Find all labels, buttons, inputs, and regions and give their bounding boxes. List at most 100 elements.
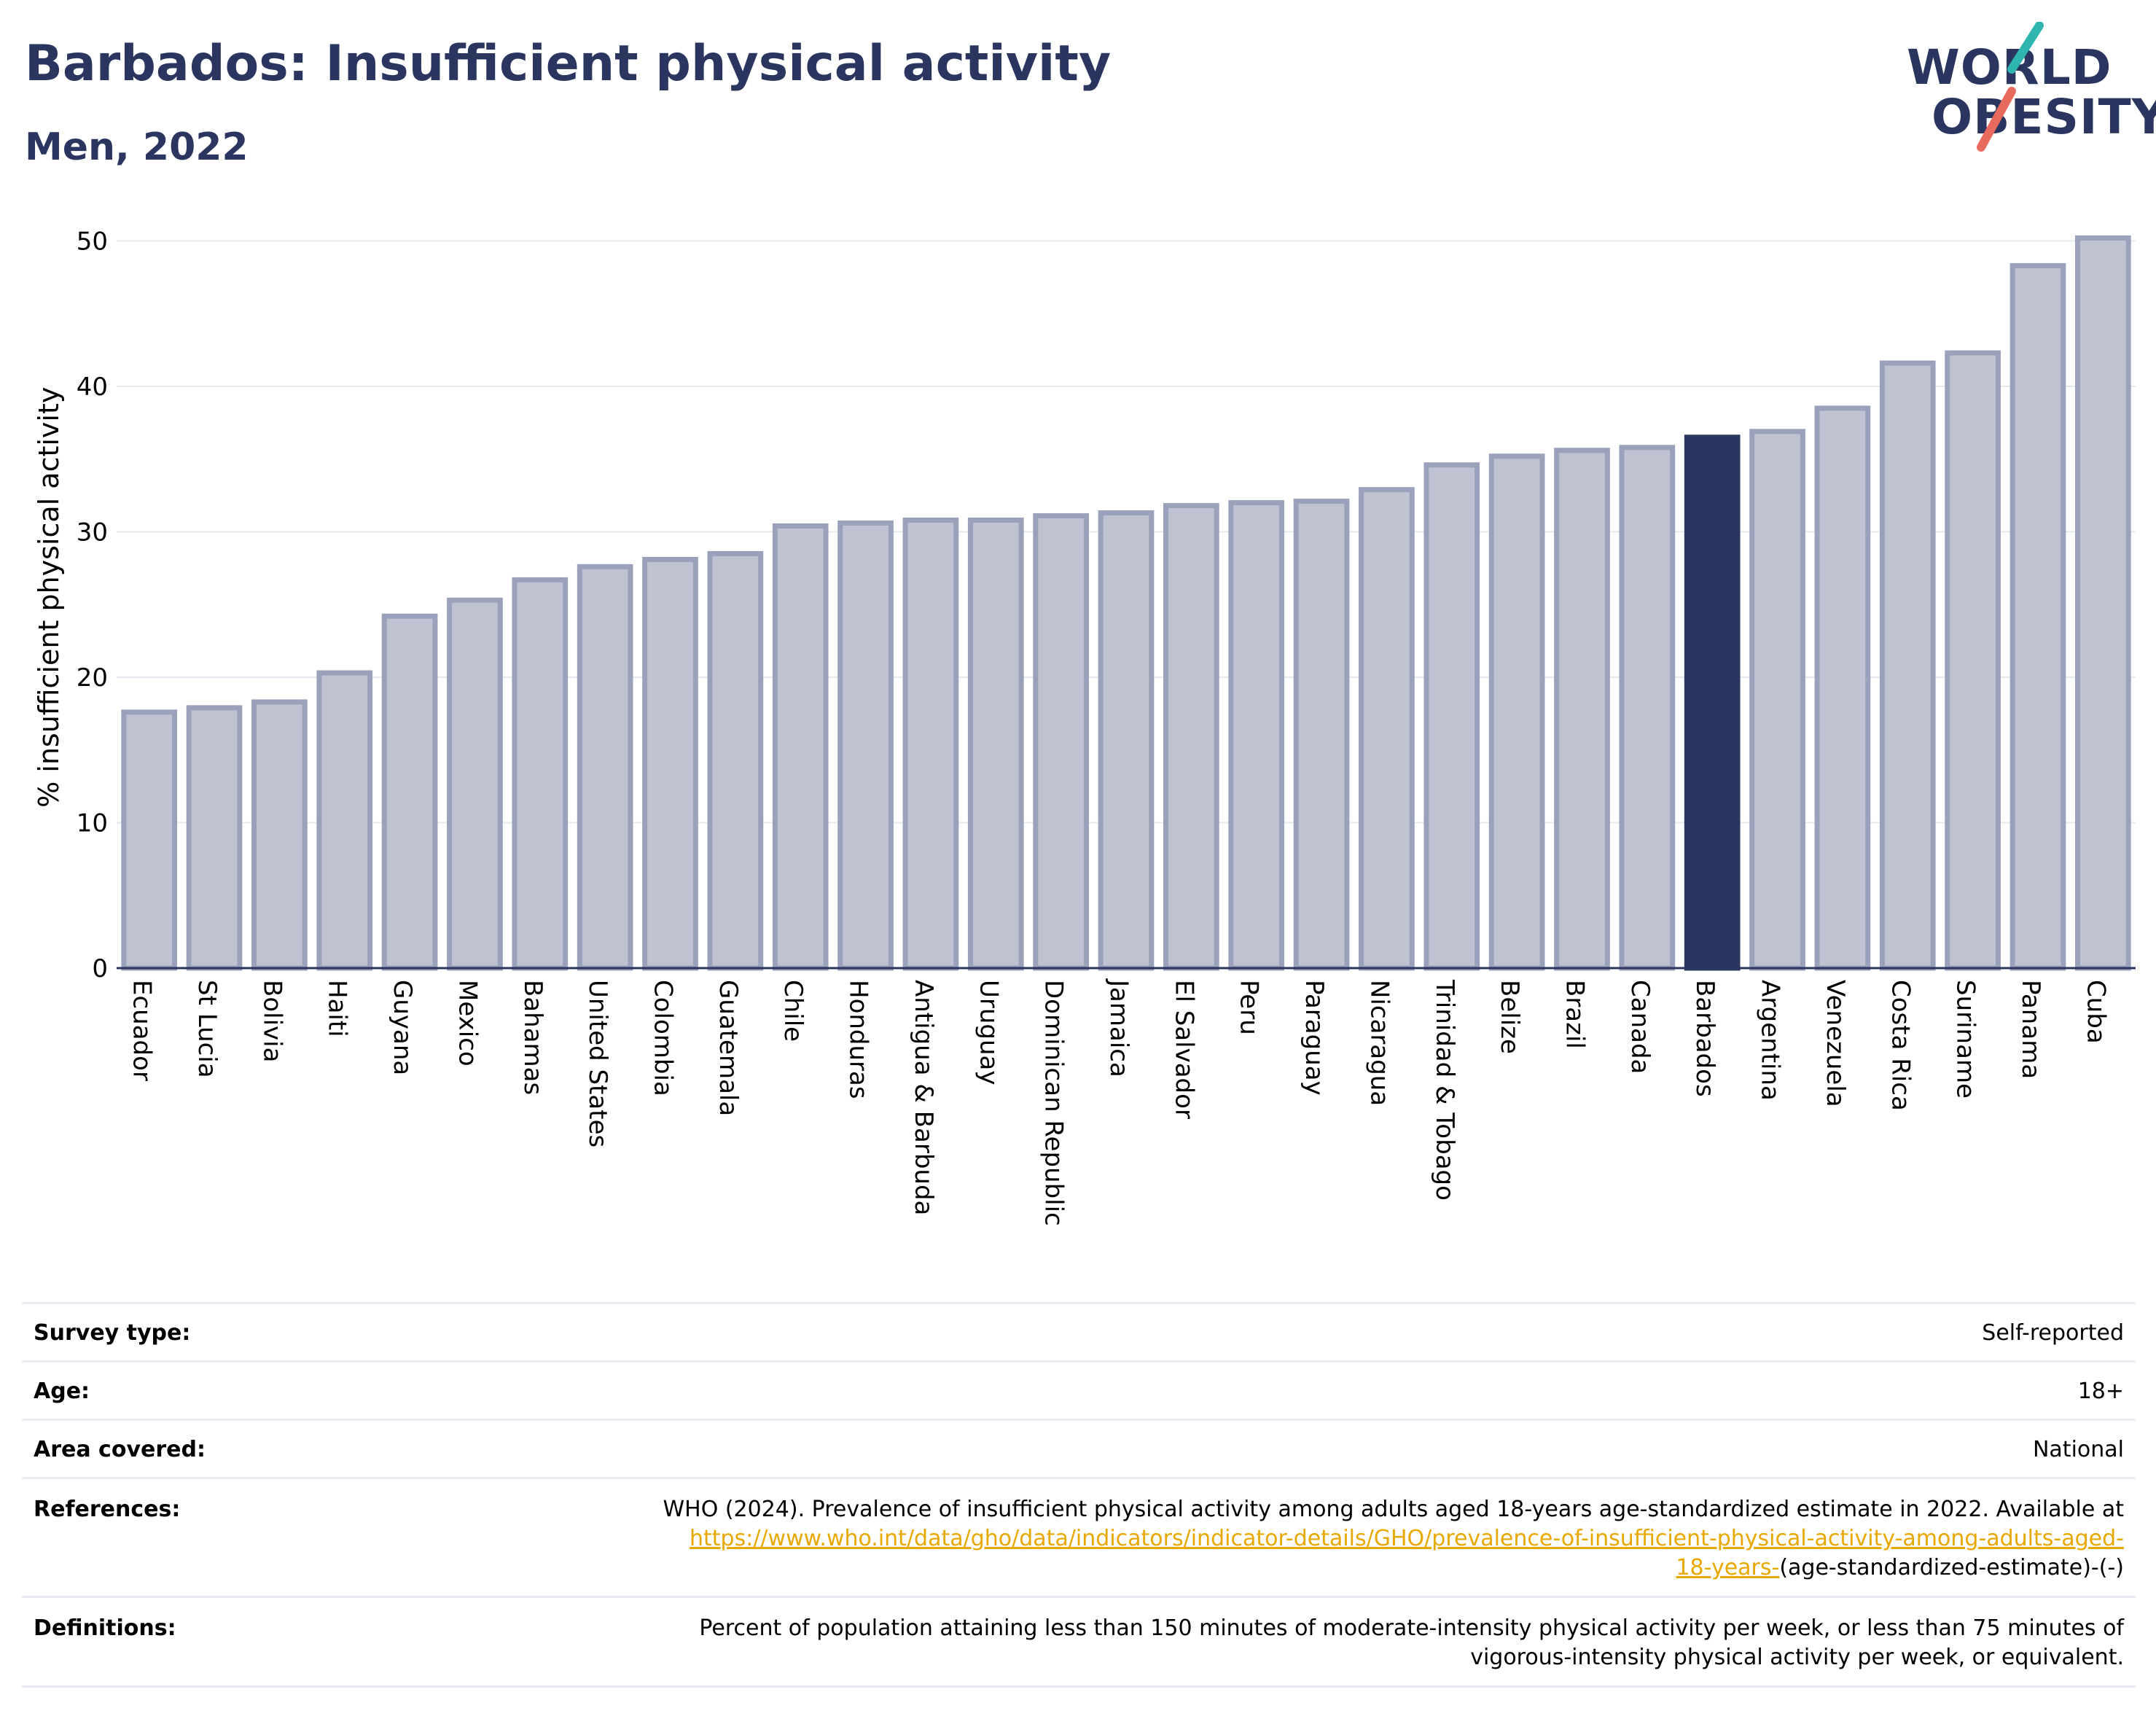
x-tick-label: El Salvador xyxy=(1169,980,1198,1119)
y-tick-label: 40 xyxy=(77,373,108,402)
bar-panama xyxy=(2009,262,2066,971)
age-label: Age: xyxy=(22,1360,555,1420)
x-tick-label: Venezuela xyxy=(1821,980,1850,1107)
x-tick-label: Honduras xyxy=(844,980,873,1099)
bar-haiti xyxy=(316,670,373,971)
x-tick-label: Paraguay xyxy=(1300,980,1329,1096)
x-tick-label: Trinidad & Tobago xyxy=(1430,979,1459,1201)
x-tick-label: Brazil xyxy=(1560,980,1589,1049)
definitions-text-2: vigorous-intensity physical activity per… xyxy=(1470,1645,2124,1670)
survey-type-label: Survey type: xyxy=(22,1302,555,1362)
bar-chile xyxy=(772,523,829,971)
area-covered-value: National xyxy=(555,1419,2136,1478)
x-tick-label: Antigua & Barbuda xyxy=(909,980,938,1215)
bar-honduras xyxy=(837,520,894,971)
bar-jamaica xyxy=(1098,510,1155,971)
bar-guyana xyxy=(381,613,438,971)
y-tick-label: 10 xyxy=(77,809,108,838)
x-tick-label: Suriname xyxy=(1951,980,1980,1099)
x-tick-label: Ecuador xyxy=(128,980,157,1081)
reference-tail-text: (age-standardized-estimate)-(-) xyxy=(1779,1555,2124,1580)
info-row-definitions: Definitions: Percent of population attai… xyxy=(22,1596,2136,1688)
y-tick-labels: 0 10 20 30 40 50 xyxy=(77,227,108,984)
references-value: WHO (2024). Prevalence of insufficient p… xyxy=(555,1477,2136,1597)
x-tick-label: Argentina xyxy=(1756,980,1785,1101)
bar-bolivia xyxy=(251,699,308,971)
x-tick-label: Panama xyxy=(2016,980,2045,1079)
x-tick-label: St Lucia xyxy=(192,980,222,1078)
bar-bahamas xyxy=(512,577,569,971)
y-tick-label: 50 xyxy=(77,227,108,257)
x-tick-label: Nicaragua xyxy=(1364,980,1394,1106)
reference-link-tail[interactable]: 18-years- xyxy=(1676,1555,1780,1580)
bar-costa-rica xyxy=(1879,360,1936,971)
x-tick-label: Uruguay xyxy=(974,980,1003,1085)
bar-united-states xyxy=(577,564,633,971)
x-tick-label: Canada xyxy=(1625,980,1655,1074)
chart-subtitle: Men, 2022 xyxy=(25,125,249,169)
age-value: 18+ xyxy=(555,1360,2136,1420)
bar-el-salvador xyxy=(1163,503,1219,971)
bar-colombia xyxy=(642,556,698,971)
references-label: References: xyxy=(22,1477,555,1597)
x-tick-label: Guatemala xyxy=(714,980,743,1116)
x-tick-labels: Ecuador St Lucia Bolivia Haiti Guyana Mexico B… xyxy=(128,978,2111,1226)
x-tick-label: Colombia xyxy=(649,980,678,1096)
bar-peru xyxy=(1228,500,1285,971)
bar-ecuador xyxy=(121,709,178,971)
definitions-value: Percent of population attaining less tha… xyxy=(555,1596,2136,1688)
bar-paraguay xyxy=(1293,499,1350,971)
bar-nicaragua xyxy=(1359,487,1415,971)
bar-uruguay xyxy=(967,518,1024,971)
y-axis-label: % insufficient physical activity xyxy=(33,387,65,808)
info-row-survey: Survey type: Self-reported xyxy=(22,1302,2136,1362)
reference-link-continued: 18-years-(age-standardized-estimate)-(-) xyxy=(567,1553,2124,1583)
bar-st-lucia xyxy=(186,705,243,971)
info-table: Survey type: Self-reported Age: 18+ Area… xyxy=(22,1302,2136,1688)
logo-slash-icon xyxy=(1977,22,2044,152)
logo-line-2: OBESITY xyxy=(1932,89,2156,145)
y-tick-label: 0 xyxy=(92,954,108,983)
bar-antigua-barbuda xyxy=(902,518,959,971)
definitions-label: Definitions: xyxy=(22,1596,555,1688)
bar-suriname xyxy=(1945,350,2001,971)
bar-cuba xyxy=(2074,235,2131,971)
x-tick-label: Cuba xyxy=(2081,980,2110,1044)
bar-belize xyxy=(1488,453,1545,971)
survey-type-value: Self-reported xyxy=(555,1302,2136,1362)
x-tick-label: Belize xyxy=(1495,980,1524,1054)
x-tick-label: Mexico xyxy=(453,980,482,1067)
x-tick-label: United States xyxy=(583,980,612,1147)
y-tick-label: 20 xyxy=(77,663,108,693)
info-row-area: Area covered: National xyxy=(22,1419,2136,1478)
x-tick-label: Dominican Republic xyxy=(1039,980,1069,1226)
x-tick-label: Peru xyxy=(1235,980,1264,1035)
area-covered-label: Area covered: xyxy=(22,1419,555,1478)
references-text: WHO (2024). Prevalence of insufficient p… xyxy=(663,1497,2124,1522)
x-tick-label: Bahamas xyxy=(518,980,547,1095)
reference-link[interactable]: https://www.who.int/data/gho/data/indica… xyxy=(690,1526,2124,1551)
bar-guatemala xyxy=(707,550,764,971)
x-tick-label: Jamaica xyxy=(1104,978,1133,1077)
x-tick-label: Costa Rica xyxy=(1886,980,1915,1111)
bar-barbados xyxy=(1684,434,1741,971)
bar-chart: 0 10 20 30 40 50 Ecuador St Lucia Bolivia Haiti G… xyxy=(33,227,2136,1226)
x-tick-label: Chile xyxy=(778,980,808,1042)
x-tick-label: Bolivia xyxy=(257,980,286,1062)
y-tick-label: 30 xyxy=(77,518,108,547)
bar-dominican-republic xyxy=(1033,513,1089,971)
definitions-text-1: Percent of population attaining less tha… xyxy=(699,1615,2124,1641)
x-tick-label: Barbados xyxy=(1690,980,1719,1097)
chart-title: Barbados: Insufficient physical activity xyxy=(25,35,1112,93)
bar-argentina xyxy=(1749,429,1805,971)
bar-trinidad-tobago xyxy=(1423,462,1480,971)
bars xyxy=(121,235,2131,971)
info-row-age: Age: 18+ xyxy=(22,1360,2136,1420)
info-row-references: References: WHO (2024). Prevalence of in… xyxy=(22,1477,2136,1597)
bar-mexico xyxy=(447,597,503,971)
world-obesity-logo: WORLD OBESITY xyxy=(1902,22,2156,153)
x-tick-label: Guyana xyxy=(388,980,417,1075)
x-tick-label: Haiti xyxy=(323,980,352,1037)
bar-venezuela xyxy=(1814,405,1871,971)
bar-canada xyxy=(1619,445,1676,971)
